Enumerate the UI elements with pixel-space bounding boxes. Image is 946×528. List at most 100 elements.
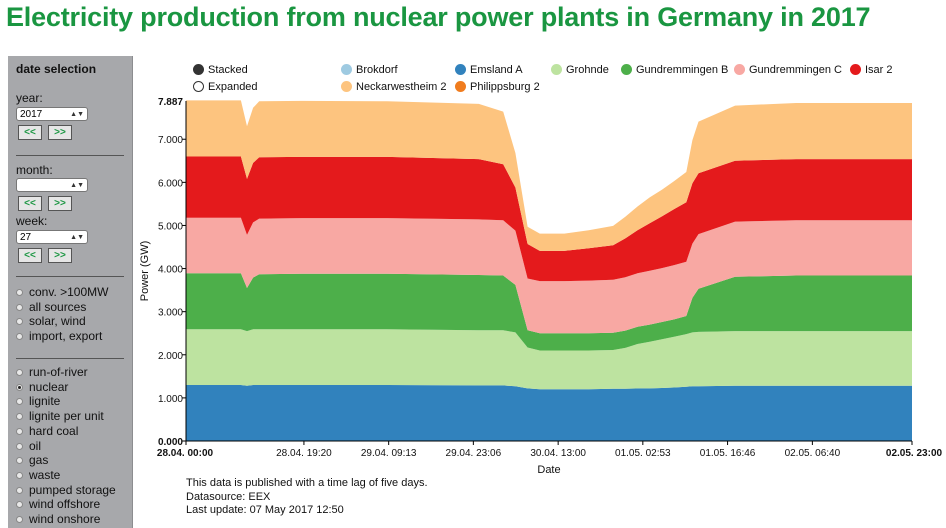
radio-solar-wind[interactable]: solar, wind: [16, 314, 86, 328]
radio-hard-coal[interactable]: hard coal: [16, 424, 78, 438]
radio-wind-offshore[interactable]: wind offshore: [16, 497, 100, 511]
legend-swatch-icon: [455, 64, 466, 75]
week-select-value: 27: [20, 232, 32, 243]
radio-all-sources[interactable]: all sources: [16, 300, 86, 314]
radio-dot-icon: [16, 333, 23, 341]
radio-dot-icon: [16, 442, 23, 450]
radio-lignite-per-unit[interactable]: lignite per unit: [16, 409, 104, 423]
legend-swatch-icon: [193, 81, 204, 92]
x-tick-label: 28.04. 00:00: [157, 448, 214, 459]
radio-label: lignite: [29, 394, 61, 409]
x-tick-label: 29.04. 23:06: [446, 448, 502, 459]
legend-item-gundremmingen-c[interactable]: Gundremmingen C: [734, 64, 842, 76]
select-arrows-icon: ▲▼: [70, 111, 84, 118]
date-selection-panel: date selection year: 2017 ▲▼ << >> month:…: [8, 56, 133, 528]
legend-swatch-icon: [455, 81, 466, 92]
radio-pumped-storage[interactable]: pumped storage: [16, 483, 116, 497]
month-prev-button[interactable]: <<: [18, 196, 42, 211]
legend-label: Isar 2: [865, 64, 893, 76]
radio-waste[interactable]: waste: [16, 468, 60, 482]
legend-item-isar-2[interactable]: Isar 2: [850, 64, 893, 76]
radio-oil[interactable]: oil: [16, 439, 41, 453]
radio-label: nuclear: [29, 379, 69, 394]
area-isar-2: [186, 156, 912, 282]
radio-label: solar, wind: [29, 314, 86, 329]
legend-item-grohnde[interactable]: Grohnde: [551, 64, 609, 76]
legend-item-brokdorf[interactable]: Brokdorf: [341, 64, 398, 76]
legend-swatch-icon: [193, 64, 204, 75]
year-prev-button[interactable]: <<: [18, 125, 42, 140]
month-select[interactable]: ▲▼: [16, 178, 88, 192]
radio-dot-icon: [16, 516, 23, 523]
year-select[interactable]: 2017 ▲▼: [16, 107, 88, 121]
legend-item-philippsburg-2[interactable]: Philippsburg 2: [455, 81, 540, 93]
legend-item-gundremmingen-b[interactable]: Gundremmingen B: [621, 64, 728, 76]
radio-dot-icon: [16, 457, 23, 465]
radio-label: run-of-river: [29, 365, 88, 379]
radio-label: lignite per unit: [29, 409, 104, 424]
x-tick-label: 29.04. 09:13: [361, 448, 417, 459]
radio-label: wind onshore: [29, 512, 101, 526]
legend-swatch-icon: [551, 64, 562, 75]
radio-conv-100mw[interactable]: conv. >100MW: [16, 285, 108, 299]
x-tick-label: 01.05. 16:46: [700, 448, 756, 459]
y-tick-label: 4.000: [158, 265, 183, 276]
legend-swatch-icon: [341, 81, 352, 92]
radio-dot-icon: [16, 427, 23, 435]
y-tick-label: 2.000: [158, 351, 183, 362]
radio-dot-icon: [16, 318, 23, 326]
y-axis-label: Power (GW): [139, 241, 151, 302]
month-next-button[interactable]: >>: [48, 196, 72, 211]
radio-nuclear[interactable]: nuclear: [16, 380, 68, 394]
radio-label: waste: [29, 467, 61, 482]
x-tick-label: 02.05. 23:00: [886, 448, 943, 459]
y-max-label: 7.887: [158, 97, 183, 108]
radio-run-of-river[interactable]: run-of-river: [16, 365, 88, 379]
y-tick-label: 1.000: [158, 394, 183, 405]
legend-swatch-icon: [850, 64, 861, 75]
legend-label: Grohnde: [566, 64, 609, 76]
radio-gas[interactable]: gas: [16, 453, 48, 467]
radio-label: gas: [29, 453, 49, 468]
radio-import-export[interactable]: import, export: [16, 329, 102, 343]
legend-item-neckarwestheim-2[interactable]: Neckarwestheim 2: [341, 81, 446, 93]
week-next-button[interactable]: >>: [48, 248, 72, 263]
radio-label: hard coal: [29, 423, 79, 438]
divider: [16, 276, 124, 277]
y-tick-label: 6.000: [158, 178, 183, 189]
radio-label: pumped storage: [29, 482, 116, 497]
legend-label: Philippsburg 2: [470, 81, 540, 93]
footer-lag-note: This data is published with a time lag o…: [186, 477, 428, 489]
x-tick-label: 28.04. 19:20: [276, 448, 332, 459]
legend-mode-expanded[interactable]: Expanded: [193, 81, 258, 93]
month-label: month:: [16, 163, 53, 177]
year-select-value: 2017: [20, 109, 43, 120]
x-axis-label: Date: [537, 464, 560, 476]
page-title: Electricity production from nuclear powe…: [6, 2, 871, 32]
sidebar-heading: date selection: [16, 62, 97, 76]
y-tick-label: 0.000: [158, 437, 183, 448]
legend-label: Emsland A: [470, 64, 523, 76]
divider: [16, 358, 124, 359]
year-label: year:: [16, 91, 43, 105]
radio-lignite[interactable]: lignite: [16, 394, 60, 408]
radio-dot-icon: [16, 383, 23, 391]
legend-item-emsland-a[interactable]: Emsland A: [455, 64, 523, 76]
footer-datasource: Datasource: EEX: [186, 490, 271, 503]
legend-mode-stacked[interactable]: Stacked: [193, 64, 248, 76]
week-select[interactable]: 27 ▲▼: [16, 230, 88, 244]
week-label: week:: [16, 214, 48, 228]
radio-label: all sources: [29, 299, 87, 314]
radio-dot-icon: [16, 413, 23, 421]
select-arrows-icon: ▲▼: [70, 234, 84, 241]
radio-label: oil: [29, 438, 42, 453]
x-tick-label: 02.05. 06:40: [785, 448, 841, 459]
radio-dot-icon: [16, 303, 23, 311]
radio-label: conv. >100MW: [29, 285, 109, 299]
radio-wind-onshore[interactable]: wind onshore: [16, 512, 100, 526]
week-prev-button[interactable]: <<: [18, 248, 42, 263]
legend-swatch-icon: [621, 64, 632, 75]
area-gundremmingen-c: [186, 217, 912, 334]
y-tick-label: 7.000: [158, 135, 183, 146]
year-next-button[interactable]: >>: [48, 125, 72, 140]
